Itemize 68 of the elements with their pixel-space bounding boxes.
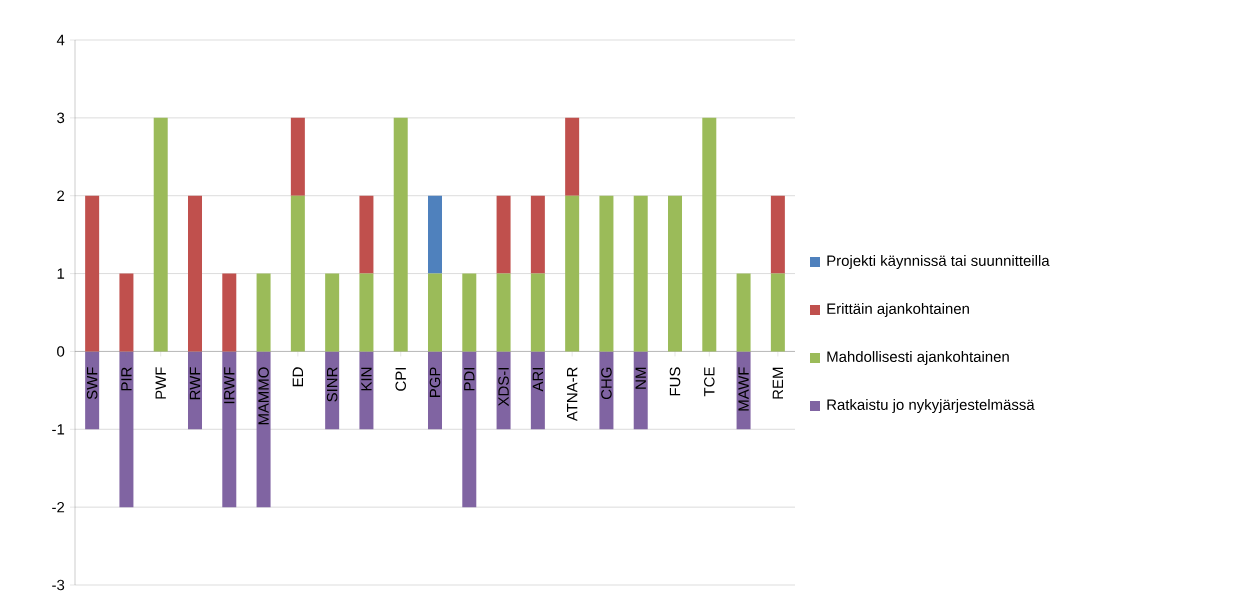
x-tick-label: KIN [361,367,372,391]
bar [256,273,271,352]
bar [188,195,202,352]
bar [496,195,511,274]
y-tick-label: 0 [57,346,65,357]
x-tick-label: ATNA-R [567,367,578,422]
y-tick-label: -2 [52,501,65,513]
x-tick-label: CHG [601,367,612,400]
x-tick-label: REM [772,367,784,399]
bar [633,195,648,352]
bar [633,351,648,430]
bar [428,351,442,430]
bar [290,195,305,352]
bar [462,351,477,508]
bar [770,195,785,274]
y-tick-label: -3 [52,579,65,591]
bar [530,351,545,430]
x-tick-label: SWF [86,367,98,400]
bar [359,273,374,352]
x-tick-label: ARI [532,368,543,392]
x-tick-label: CPI [395,368,406,391]
y-tick-label: 3 [57,112,65,124]
x-tick-label: FUS [669,367,681,396]
bar [702,117,717,352]
bar [393,117,408,352]
bar [496,273,511,352]
y-tick-label: -1 [52,424,65,435]
x-tick-label: PGP [429,367,441,397]
bar [119,273,134,352]
bar [668,195,683,352]
legend-label: Ratkaistu jo nykyjärjestelmässä [827,399,1035,413]
bar [85,195,100,352]
bar [565,117,580,196]
bar [359,351,374,430]
bar [462,273,477,352]
x-tick-label: XDS-I [498,368,509,407]
x-tick-label: TCE [704,367,715,397]
y-tick-label: 2 [57,190,65,201]
bar [222,273,237,352]
bar [222,351,237,508]
bar [530,273,545,352]
bar [565,195,580,352]
x-tick-label: PWF [155,367,166,399]
x-tick-label: NM [635,367,646,389]
y-tick-label: 4 [56,34,65,46]
x-tick-label: RWF [189,367,201,400]
legend-label: Erittäin ajankohtainen [827,303,969,317]
x-tick-label: PIR [121,367,132,391]
bar [359,195,374,274]
bar [153,117,168,352]
bar [599,195,614,352]
bar [325,273,340,352]
legend-label: Mahdollisesti ajankohtainen [827,351,1009,365]
bar [428,273,442,352]
bar [290,117,305,196]
bar [770,273,785,352]
x-tick-label: MAWF [738,367,749,411]
legend-label: Projekti käynnissä tai suunnitteilla [827,255,1050,269]
bar [736,273,751,352]
bar [119,351,134,508]
bar [530,195,545,274]
bar [428,195,442,274]
x-tick-label: IRWF [224,367,235,404]
x-tick-label: PDI [464,368,475,391]
y-tick-label: 1 [57,268,65,279]
x-tick-label: ED [292,367,303,387]
x-tick-label: SINR [326,367,338,402]
x-tick-label: MAMMO [258,367,269,425]
